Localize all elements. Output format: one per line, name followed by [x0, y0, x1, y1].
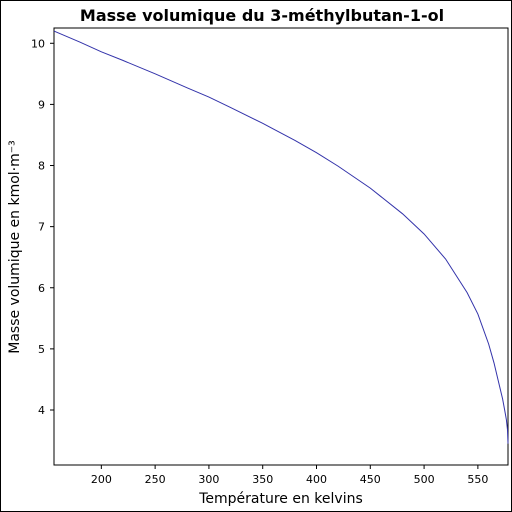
plot-area	[53, 27, 509, 466]
x-tick-label: 250	[145, 473, 166, 486]
x-tick-label: 200	[91, 473, 112, 486]
y-tick-label: 9	[38, 98, 45, 111]
y-tick-label: 8	[38, 160, 45, 173]
x-tick-label: 550	[467, 473, 488, 486]
y-axis: 4 5 6 7 8 9 10	[31, 37, 54, 417]
chart-title: Masse volumique du 3-méthylbutan-1-ol	[80, 6, 444, 25]
y-axis-label: Masse volumique en kmol·m⁻³	[7, 140, 23, 354]
y-tick-label: 7	[38, 221, 45, 234]
x-tick-label: 400	[306, 473, 327, 486]
y-tick-label: 10	[31, 37, 45, 50]
x-tick-label: 300	[198, 473, 219, 486]
x-axis: 200 250 300 350 400 450 500 550	[91, 465, 488, 486]
x-tick-label: 500	[414, 473, 435, 486]
series-line	[53, 30, 509, 444]
y-tick-label: 5	[38, 343, 45, 356]
x-tick-label: 350	[252, 473, 273, 486]
y-tick-label: 6	[38, 282, 45, 295]
x-axis-label: Température en kelvins	[198, 491, 363, 507]
x-tick-label: 450	[360, 473, 381, 486]
y-tick-label: 4	[38, 404, 45, 417]
